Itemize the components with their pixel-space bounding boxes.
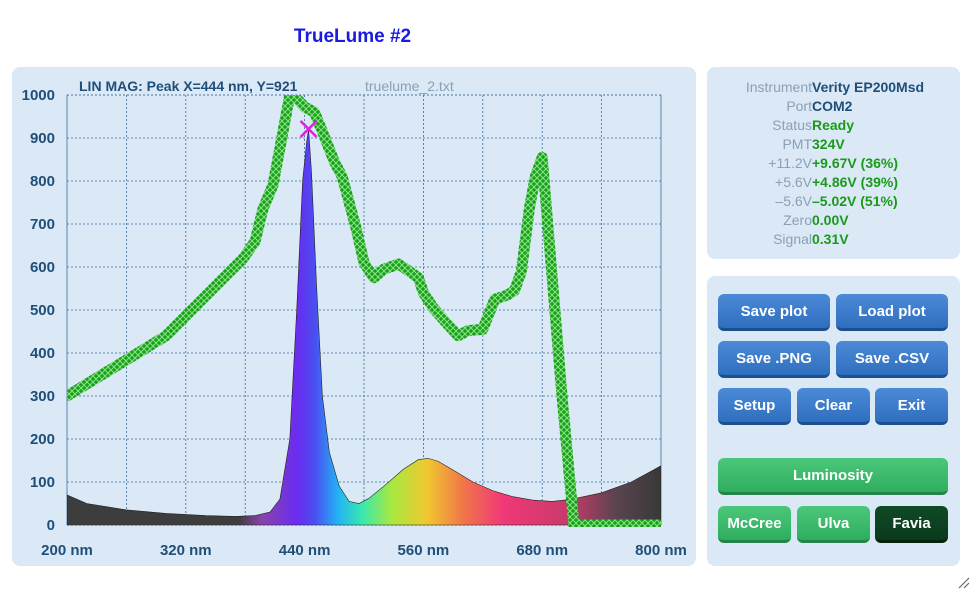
y-tick-label: 700 — [30, 216, 55, 233]
info-value: 0.31V — [812, 231, 849, 247]
peak-marker-icon — [299, 120, 318, 138]
info-label: +5.6V — [775, 174, 812, 190]
load-plot-button[interactable]: Load plot — [836, 294, 948, 331]
instrument-info-panel: Instrument Verity EP200Msd Port COM2 Status R… — [707, 67, 960, 259]
info-row: Signal 0.31V — [707, 231, 960, 250]
luminosity-button[interactable]: Luminosity — [718, 458, 948, 495]
info-value: Verity EP200Msd — [812, 79, 925, 95]
info-label: Instrument — [745, 79, 812, 95]
info-value: COM2 — [812, 98, 853, 114]
ulva-button[interactable]: Ulva — [797, 506, 870, 543]
plot-status-label: LIN MAG: Peak X=444 nm, Y=921 — [79, 78, 298, 94]
info-value: –5.02V (51%) — [812, 193, 898, 209]
window-title: TrueLume #2 — [293, 26, 412, 47]
y-tick-label: 400 — [30, 345, 55, 362]
spectrum-chart[interactable]: 0 100 200 300 400 500 600 700 800 900 1000 200 nm 32… — [12, 67, 696, 566]
favia-button[interactable]: Favia — [875, 506, 948, 543]
info-label: Signal — [773, 231, 812, 247]
controls-panel: Save plot Load plot Save .PNG Save .CSV … — [707, 276, 960, 566]
info-value: +4.86V (39%) — [812, 174, 898, 190]
info-label: +11.2V — [768, 155, 812, 171]
x-tick-label: 560 nm — [398, 542, 450, 559]
green-trace-series — [67, 95, 661, 527]
y-tick-label: 500 — [30, 302, 55, 319]
info-row: –5.6V –5.02V (51%) — [707, 193, 960, 212]
info-row: +5.6V +4.86V (39%) — [707, 174, 960, 193]
save-plot-button[interactable]: Save plot — [718, 294, 830, 331]
info-label: PMT — [782, 136, 812, 152]
info-value: Ready — [812, 117, 855, 133]
y-tick-label: 300 — [30, 388, 55, 405]
y-tick-label: 0 — [47, 517, 55, 534]
info-label: Status — [772, 117, 812, 133]
spectrum-plot-panel[interactable]: 0 100 200 300 400 500 600 700 800 900 1000 200 nm 32… — [12, 67, 696, 566]
save-png-button[interactable]: Save .PNG — [718, 341, 830, 378]
x-tick-label: 200 nm — [41, 542, 93, 559]
x-tick-label: 680 nm — [516, 542, 568, 559]
y-tick-label: 800 — [30, 173, 55, 190]
y-tick-label: 100 — [30, 474, 55, 491]
setup-button[interactable]: Setup — [718, 388, 791, 425]
info-row: Zero 0.00V — [707, 212, 960, 231]
y-tick-label: 200 — [30, 431, 55, 448]
resize-grip-icon[interactable] — [956, 575, 970, 589]
info-row: Port COM2 — [707, 98, 960, 117]
info-label: –5.6V — [775, 193, 812, 209]
info-label: Port — [786, 98, 812, 114]
info-row: Status Ready — [707, 117, 960, 136]
x-tick-label: 800 nm — [635, 542, 687, 559]
save-csv-button[interactable]: Save .CSV — [836, 341, 948, 378]
y-tick-label: 900 — [30, 130, 55, 147]
mccree-button[interactable]: McCree — [718, 506, 791, 543]
clear-button[interactable]: Clear — [797, 388, 870, 425]
info-label: Zero — [783, 212, 812, 228]
x-tick-label: 440 nm — [279, 542, 331, 559]
y-tick-label: 600 — [30, 259, 55, 276]
info-row: PMT 324V — [707, 136, 960, 155]
exit-button[interactable]: Exit — [875, 388, 948, 425]
info-value: 0.00V — [812, 212, 849, 228]
info-row: +11.2V +9.67V (36%) — [707, 155, 960, 174]
y-tick-label: 1000 — [22, 87, 55, 104]
x-tick-label: 320 nm — [160, 542, 212, 559]
plot-filename: truelume_2.txt — [365, 78, 454, 94]
info-value: 324V — [812, 136, 845, 152]
info-row: Instrument Verity EP200Msd — [707, 79, 960, 98]
spectrum-fill-series — [67, 128, 661, 526]
info-value: +9.67V (36%) — [812, 155, 898, 171]
